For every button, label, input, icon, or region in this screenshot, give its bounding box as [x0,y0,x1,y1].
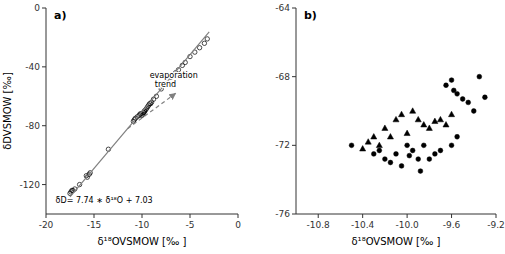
x-tick [142,214,143,218]
point [482,95,487,100]
point [394,152,399,157]
x-tick-label: -9.6 [443,220,461,230]
point [426,125,432,130]
y-tick [42,8,46,9]
point [449,78,454,83]
point [432,152,437,157]
y-tick [42,184,46,185]
y-tick-label: -72 [275,140,290,150]
point [360,146,366,151]
y-axis-line [296,8,297,214]
annotation: evaporation trend [150,71,198,89]
x-tick-label: -10.8 [307,220,331,230]
point [437,116,443,121]
point [393,116,399,121]
x-axis-label: δ¹⁸OVSMOW [‰ ] [352,236,441,247]
x-tick-label: -10.4 [351,220,375,230]
point [388,160,393,165]
point [382,157,387,162]
panel-label: a) [54,9,66,22]
y-tick-label: -120 [20,180,41,190]
point [455,91,460,96]
y-tick [292,8,296,9]
point [421,122,427,127]
point [202,41,206,45]
y-axis-line [46,8,47,214]
y-tick [42,125,46,126]
y-axis-label: δDVSMOW [‰] [2,72,13,150]
point [399,111,405,116]
point [371,152,376,157]
x-tick-label: 0 [235,220,241,230]
point [438,148,443,153]
point [404,130,410,135]
point [455,134,460,139]
point [432,118,438,123]
figure: -20 -15 -10 -5 0 -120 -80 -40 0 δ¹⁸OVSMOW [‰ ] δDV… [0,0,505,254]
point [449,111,455,116]
x-tick [496,214,497,218]
x-tick-label: -10 [135,220,150,230]
y-tick-label: -80 [25,121,40,131]
point [471,109,476,114]
x-tick [362,214,363,218]
point [387,134,393,139]
point [477,74,482,79]
y-tick-label: -68 [275,72,290,82]
point [410,148,415,153]
x-tick [94,214,95,218]
y-tick-label: -40 [25,62,40,72]
point [415,116,421,121]
point [382,125,388,130]
x-tick [318,214,319,218]
panel: -20 -15 -10 -5 0 -120 -80 -40 0 δ¹⁸OVSMOW [‰ ] δDV… [2,3,241,247]
x-axis-line [296,214,496,215]
y-tick [292,214,296,215]
point [418,169,423,174]
point [421,143,426,148]
x-tick-label: -5 [186,220,195,230]
x-tick [46,214,47,218]
line [128,93,176,128]
y-tick-label: -76 [275,209,290,219]
point [466,100,471,105]
x-tick-label: -10.0 [395,220,419,230]
x-tick [190,214,191,218]
point [365,139,371,144]
point [410,108,416,113]
point [377,148,382,153]
panel: -10.8 -10.4 -10.0 -9.6 -9.2 -76 -72 -68 -64 δ¹⁸OV… [275,3,504,247]
point [407,153,412,158]
point [405,143,410,148]
x-tick-label: -20 [39,220,54,230]
line [70,32,209,197]
point [427,157,432,162]
panel-label: b) [304,9,317,22]
x-axis-label: δ¹⁸OVSMOW [‰ ] [98,236,187,247]
x-tick-label: -9.2 [487,220,505,230]
y-tick-label: -64 [275,3,290,13]
x-tick [451,214,452,218]
plot-area [68,32,210,197]
y-tick-label: 0 [34,3,40,13]
point [399,164,404,169]
x-tick-label: -15 [87,220,102,230]
point [205,37,209,41]
point [371,134,377,139]
point [376,142,382,147]
y-tick [292,76,296,77]
y-tick [292,145,296,146]
point [460,97,465,102]
x-tick [238,214,239,218]
y-tick [42,66,46,67]
annotation: δD= 7.74 ∗ δ¹⁸O + 7.03 [56,196,153,205]
point [443,122,449,127]
point [416,157,421,162]
x-tick [407,214,408,218]
point [197,46,201,50]
point [449,143,454,148]
point [444,83,449,88]
point [349,143,354,148]
plot-area [349,74,487,173]
